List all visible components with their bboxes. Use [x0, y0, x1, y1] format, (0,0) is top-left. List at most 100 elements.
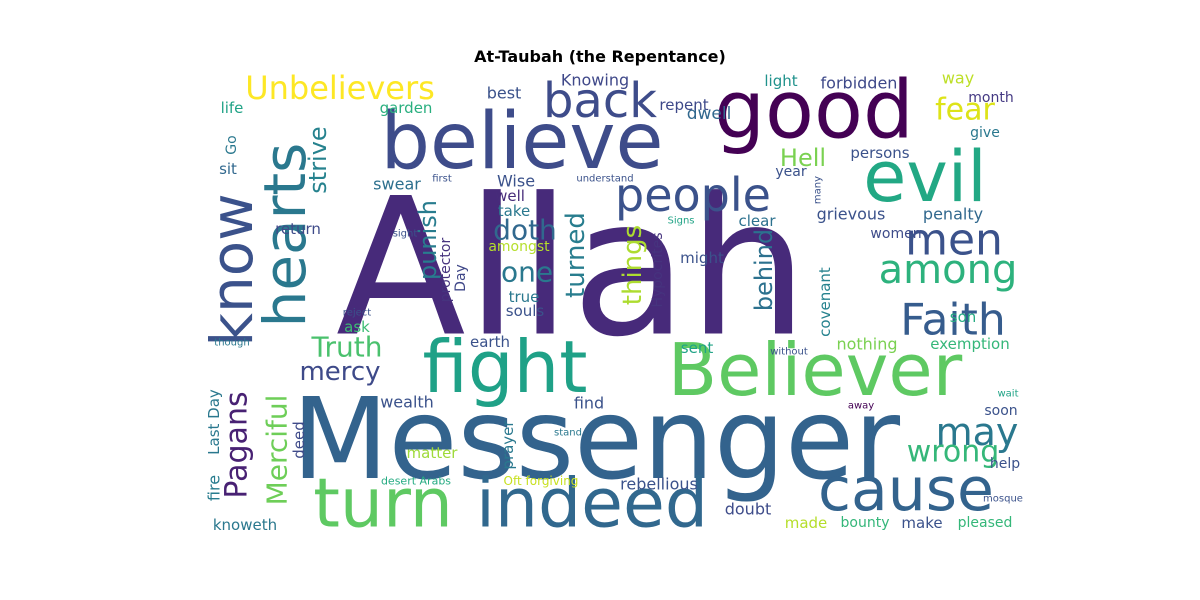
word-give: give: [970, 125, 1000, 141]
word-mosque: mosque: [983, 494, 1023, 505]
word-repent: repent: [659, 96, 708, 114]
word-people: people: [615, 168, 771, 222]
word-best: best: [487, 84, 522, 103]
word-garden: garden: [380, 99, 433, 117]
word-help: help: [990, 456, 1020, 472]
word-matter: matter: [407, 444, 459, 462]
word-oft-forgiving: Oft forgiving: [504, 474, 579, 488]
word-souls: souls: [506, 302, 545, 320]
word-many: many: [813, 176, 824, 204]
word-penalty: penalty: [923, 205, 983, 224]
word-make: make: [901, 514, 942, 532]
word-hypocrites: Hypocrites: [650, 232, 666, 307]
word-son: son: [950, 308, 977, 326]
word-wealth: wealth: [380, 393, 434, 412]
word-day: Day: [453, 264, 469, 292]
word-away: away: [848, 401, 874, 412]
word-things: things: [618, 225, 648, 305]
word-bounty: bounty: [841, 515, 890, 531]
word-exemption: exemption: [930, 335, 1009, 353]
word-though: though: [214, 338, 249, 349]
word-understand: understand: [576, 174, 633, 185]
word-dwell: dwell: [687, 104, 732, 124]
word-well: well: [495, 187, 525, 205]
word-back: back: [543, 73, 657, 129]
word-doth: doth: [493, 214, 557, 247]
word-last-day: Last Day: [205, 389, 223, 455]
word-rebellious: rebellious: [620, 475, 698, 494]
word-grievous: grievous: [817, 205, 886, 224]
word-sit: sit: [219, 160, 237, 178]
word-swear: swear: [373, 175, 421, 194]
word-nothing: nothing: [836, 335, 897, 354]
word-pleased: pleased: [958, 515, 1013, 531]
word-find: find: [574, 394, 604, 413]
word-fight: fight: [423, 325, 588, 409]
word-wrong: wrong: [907, 435, 1000, 470]
word-hell: Hell: [780, 144, 826, 172]
word-among: among: [879, 247, 1018, 293]
word-month: month: [968, 90, 1013, 106]
word-true: true: [509, 288, 540, 306]
word-indeed: indeed: [476, 465, 708, 544]
word-pagans: Pagans: [220, 391, 255, 498]
word-believe: believe: [381, 97, 664, 187]
word-return: return: [275, 220, 321, 238]
word-men: men: [905, 215, 1003, 266]
word-may: may: [936, 410, 1019, 454]
word-without: without: [770, 347, 808, 358]
word-strive: strive: [304, 126, 332, 193]
word-good: good: [714, 64, 913, 157]
word-might: might: [680, 249, 724, 267]
word-turn: turn: [313, 465, 453, 544]
word-ask: ask: [344, 318, 370, 336]
word-one: one: [501, 256, 553, 289]
word-believer: Believer: [668, 328, 963, 412]
word-behind: behind: [750, 229, 778, 311]
word-way: way: [942, 69, 974, 88]
word-protector: protector: [438, 238, 454, 303]
word-deed: deed: [290, 421, 308, 459]
word-mercy: mercy: [299, 357, 380, 387]
word-faith: Faith: [900, 295, 1006, 346]
word-desert-arabs: desert Arabs: [381, 475, 451, 488]
word-merciful: Merciful: [261, 395, 294, 506]
word-wise: Wise: [497, 172, 535, 191]
word-reject: reject: [343, 308, 371, 319]
word-allah: Allah: [336, 158, 808, 379]
word-life: life: [221, 99, 244, 117]
word-stand: stand: [554, 428, 582, 439]
word-women: women: [870, 226, 921, 242]
word-soon: soon: [984, 403, 1017, 419]
word-doubt: doubt: [725, 500, 772, 519]
word-persons: persons: [850, 144, 909, 162]
word-sight: sight: [393, 229, 418, 240]
word-wait: wait: [997, 389, 1018, 400]
word-unbelievers: Unbelievers: [245, 69, 435, 107]
figure-title: At-Taubah (the Repentance): [474, 47, 726, 66]
word-go: Go: [224, 135, 240, 154]
word-fire: fire: [205, 475, 224, 501]
word-evil: evil: [863, 136, 986, 218]
word-sent: sent: [681, 339, 714, 357]
word-knoweth: knoweth: [213, 516, 277, 534]
word-knowing: Knowing: [561, 71, 629, 90]
word-take: take: [498, 202, 530, 220]
word-signs: Signs: [667, 216, 694, 227]
word-covenant: covenant: [816, 267, 834, 337]
word-know: know: [198, 193, 266, 346]
word-punish: punish: [414, 200, 442, 280]
word-amongst: amongst: [488, 239, 550, 255]
word-made: made: [785, 514, 828, 532]
word-truth: Truth: [311, 331, 383, 364]
word-hearts: hearts: [251, 143, 319, 328]
word-fear: fear: [935, 93, 995, 128]
word-prayer: prayer: [499, 420, 517, 470]
word-light: light: [764, 72, 797, 90]
word-year: year: [775, 164, 806, 180]
word-forbidden: forbidden: [821, 74, 898, 93]
word-messenger: Messenger: [292, 375, 901, 505]
word-cause: cause: [818, 455, 994, 525]
word-earth: earth: [470, 333, 510, 351]
